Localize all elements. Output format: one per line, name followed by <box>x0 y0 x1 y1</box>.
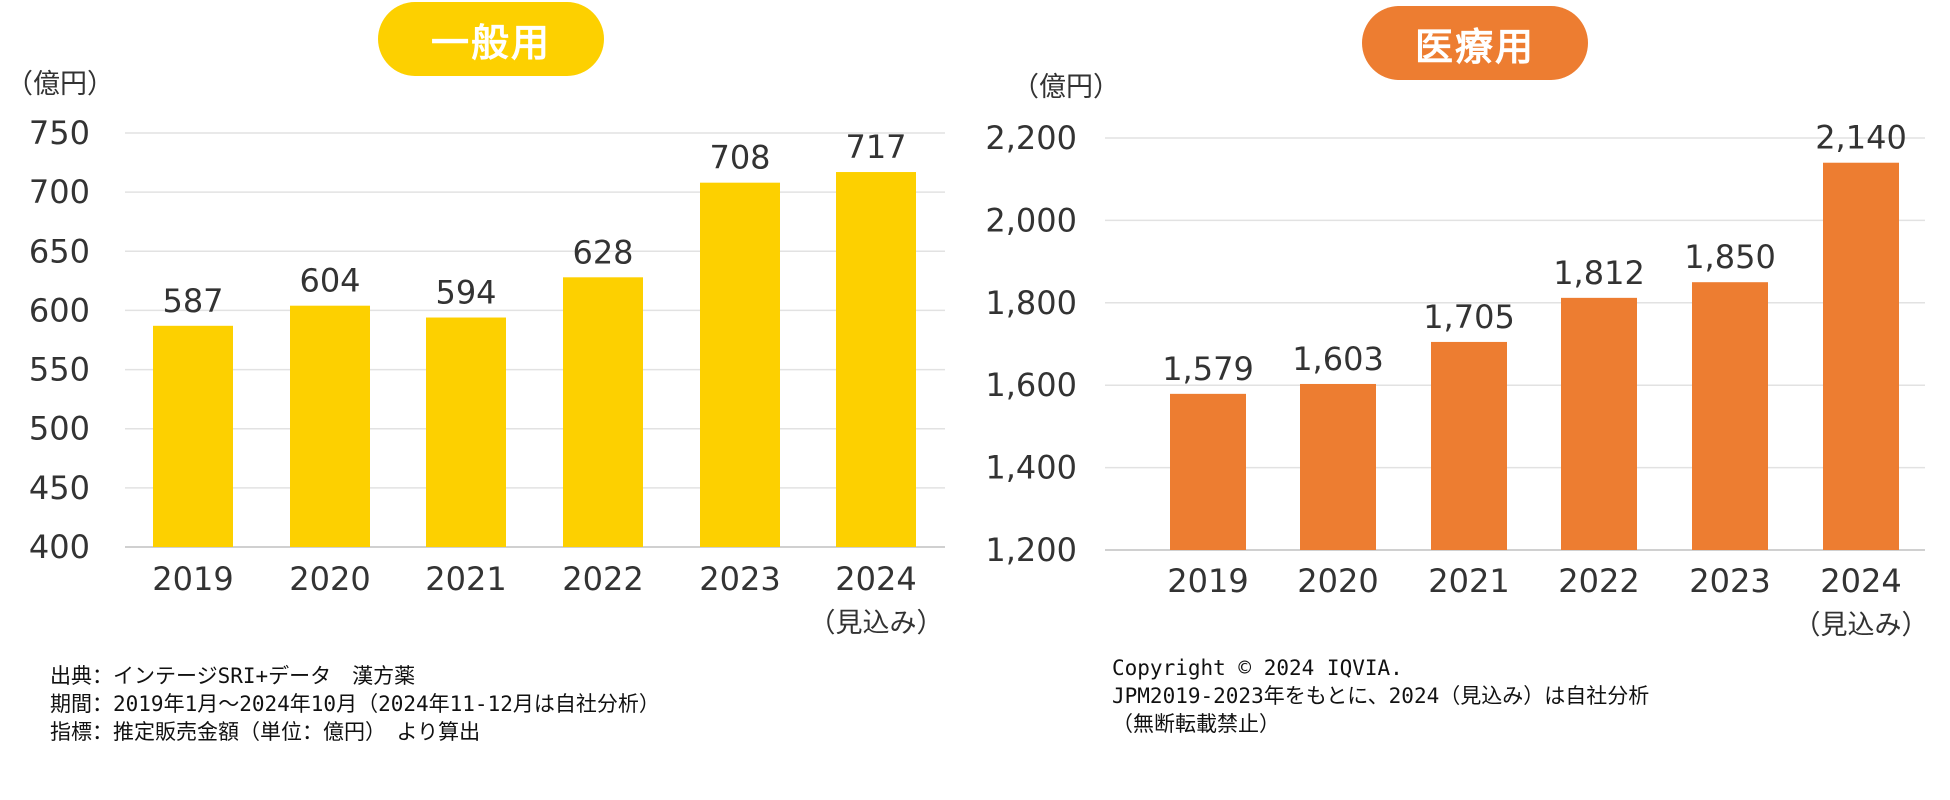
bar <box>1170 393 1246 550</box>
bar <box>153 325 233 547</box>
y-tick-label: 500 <box>29 410 90 448</box>
bar-chart-iryoyo: 1,200 1,400 1,600 1,800 2,000 2,200 1,579 2019 1… <box>985 119 1929 641</box>
metric-line: 指標：推定販売金額（単位：億円） より算出 <box>50 720 481 744</box>
data-label: 604 <box>299 262 360 300</box>
y-axis-unit-label: （億円） <box>6 69 114 100</box>
bar <box>426 317 506 547</box>
x-tick-label: 2024 <box>835 560 916 598</box>
x-tick-label: 2023 <box>1689 562 1770 600</box>
bar-chart-ippanyo: 400 450 500 550 600 650 700 750 587 2019 604 2020 59… <box>29 114 945 639</box>
period-line: 期間：2019年1月～2024年10月（2024年11-12月は自社分析） <box>50 692 660 716</box>
data-label: 1,579 <box>1162 350 1254 388</box>
y-tick-label: 1,800 <box>985 284 1077 322</box>
chart-title-ippanyo: 一般用 <box>378 2 604 76</box>
y-tick-label: 2,200 <box>985 119 1077 157</box>
bar <box>836 172 916 547</box>
x-tick-sublabel: （見込み） <box>1794 610 1929 641</box>
data-label: 1,705 <box>1423 298 1515 336</box>
y-tick-label: 2,000 <box>985 201 1077 239</box>
data-label: 708 <box>709 139 770 177</box>
x-tick-label: 2020 <box>289 560 370 598</box>
x-tick-label: 2021 <box>1428 562 1509 600</box>
chart-title-iryoyo: 医療用 <box>1362 6 1588 80</box>
bar <box>563 277 643 547</box>
x-tick-label: 2023 <box>699 560 780 598</box>
data-label: 2,140 <box>1815 119 1907 157</box>
y-tick-label: 400 <box>29 528 90 566</box>
y-tick-label: 1,600 <box>985 366 1077 404</box>
x-tick-label: 2022 <box>1558 562 1639 600</box>
data-label: 717 <box>845 128 906 166</box>
y-tick-label: 700 <box>29 173 90 211</box>
x-tick-label: 2020 <box>1297 562 1378 600</box>
y-axis-unit-label: （億円） <box>1012 72 1120 103</box>
x-tick-label: 2022 <box>562 560 643 598</box>
no-reproduction-line: （無断転載禁止） <box>1112 712 1280 736</box>
bar <box>1431 341 1507 550</box>
bar <box>1561 297 1637 550</box>
bar <box>1823 162 1899 550</box>
data-label: 1,850 <box>1684 238 1776 276</box>
jpm-line: JPM2019-2023年をもとに、2024（見込み）は自社分析 <box>1112 684 1650 708</box>
y-tick-label: 450 <box>29 469 90 507</box>
y-tick-label: 1,200 <box>985 531 1077 569</box>
y-tick-label: 650 <box>29 232 90 270</box>
source-notes: 出典：インテージSRI+データ 漢方薬 期間：2019年1月～2024年10月（… <box>50 662 660 746</box>
x-tick-label: 2024 <box>1820 562 1901 600</box>
source-line: 出典：インテージSRI+データ 漢方薬 <box>50 664 416 688</box>
bar <box>1300 383 1376 550</box>
bar <box>1692 282 1768 550</box>
x-tick-label: 2019 <box>1167 562 1248 600</box>
copyright-notes: Copyright © 2024 IQVIA. JPM2019-2023年をもと… <box>1112 654 1649 738</box>
bar <box>700 182 780 547</box>
data-label: 1,812 <box>1553 254 1645 292</box>
data-label: 1,603 <box>1292 340 1384 378</box>
x-tick-label: 2019 <box>152 560 233 598</box>
data-label: 594 <box>435 274 496 312</box>
data-label: 587 <box>162 282 223 320</box>
y-tick-label: 1,400 <box>985 449 1077 487</box>
x-tick-sublabel: （見込み） <box>809 608 944 639</box>
y-tick-label: 750 <box>29 114 90 152</box>
y-tick-label: 600 <box>29 291 90 329</box>
data-label: 628 <box>572 233 633 271</box>
bar <box>290 305 370 547</box>
copyright-line: Copyright © 2024 IQVIA. <box>1112 656 1403 680</box>
x-tick-label: 2021 <box>425 560 506 598</box>
y-tick-label: 550 <box>29 351 90 389</box>
